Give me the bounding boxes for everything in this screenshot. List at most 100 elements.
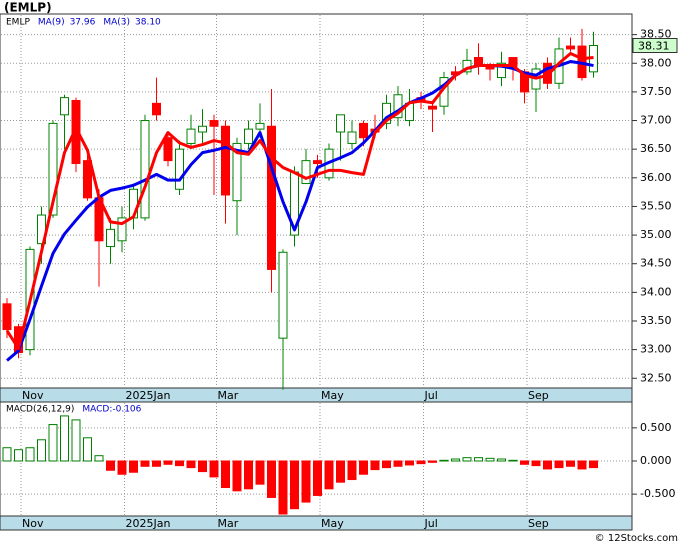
candle-body [117,217,127,242]
macd-bar [313,460,322,496]
macd-bar [543,460,552,470]
x-tick-label: Jul [424,389,438,402]
candle-body [232,142,242,202]
macd-bar [577,460,587,470]
macd-bar [393,460,403,467]
candle-body [244,128,253,144]
macd-bar [37,439,46,462]
x-tick-label: May [321,389,344,402]
macd-bar [106,460,115,471]
candle-body [382,102,391,124]
y-tick-label: 34.50 [640,257,672,270]
legend-symbol: EMLP [6,18,30,28]
macd-bar [2,447,12,462]
macd-bar [278,460,288,515]
y-tick-label: 35.50 [640,199,672,212]
candle-body [301,160,311,185]
x-axis-strip [0,515,633,531]
candle-body [267,125,276,270]
candle-body [497,62,506,79]
macd-bar [508,459,518,462]
y-tick-label: 33.50 [640,314,672,327]
macd-bar [14,449,23,462]
y-tick-label: 37.50 [640,85,672,98]
x-tick-label: 2025Jan [126,389,171,402]
macd-bar [370,460,380,471]
macd-bar [129,460,138,473]
macd-bar [531,460,541,467]
candle-body [209,120,219,127]
macd-bar [497,458,506,462]
macd-bar [405,460,414,466]
legend-value: MACD:-0.106 [82,405,141,415]
footer: © 12Stocks.com [595,533,678,544]
macd-bar [439,459,449,462]
macd-bar [290,460,299,510]
macd-bar [301,460,311,503]
macd-bar [186,460,196,469]
macd-bar [336,460,345,483]
x-tick-label: Nov [22,389,44,402]
candle-body [198,125,207,133]
macd-bar [140,460,150,467]
macd-bar [267,460,276,498]
candle-body [60,97,69,116]
macd-bar [60,415,69,462]
y-tick-label: 33.00 [640,343,672,356]
legend-value: 38.10 [135,18,161,28]
candle-body [336,114,345,133]
candle-body [175,148,184,190]
y-tick-label: 34.00 [640,285,672,298]
macd-bar [94,455,104,462]
y-tick-label: 36.50 [640,142,672,155]
macd-bar [520,460,529,465]
x-tick-label: Mar [218,517,239,530]
legend-value: 37.96 [70,18,96,28]
candle-body [347,131,357,144]
x-tick-label: Jul [424,517,438,530]
x-tick-label: Mar [218,389,239,402]
legend-label: MACD(26,12,9) [6,405,74,415]
y-tick-label: 0.000 [640,454,672,467]
candle-body [152,102,161,116]
macd-bar [566,460,575,467]
macd-bar [232,460,242,492]
macd-bar [255,460,265,485]
x-tick-label: Sep [528,389,549,402]
candle-body [71,99,81,164]
y-tick-label: -0.500 [640,487,675,500]
macd-bar [554,460,564,469]
macd-bar [416,460,426,465]
macd-bar [83,437,92,462]
macd-bar [382,460,391,469]
candle-body [313,160,322,164]
candle-body [83,160,92,199]
y-tick-label: 35.00 [640,228,672,241]
y-tick-label: 38.00 [640,56,672,69]
x-tick-label: Nov [22,517,44,530]
x-tick-label: 2025Jan [126,517,171,530]
x-tick-label: May [321,517,344,530]
candle-body [140,120,150,219]
legend-label: MA(9) [38,18,65,28]
chart-title: (EMLP) [4,1,52,15]
x-tick-label: Sep [528,517,549,530]
macd-bar [474,457,483,462]
candle-body [255,122,265,130]
macd-bar [209,460,219,478]
last-price-box [632,38,678,54]
legend-label: MA(3) [103,18,130,28]
macd-bar [175,460,184,467]
y-tick-label: 0.500 [640,421,672,434]
candle-body [2,303,12,331]
candle-body [48,122,58,216]
macd-bar [163,460,173,465]
macd-bar [152,460,161,467]
macd-bar [347,460,357,481]
macd-bar [428,460,437,463]
y-tick-label: 32.50 [640,371,672,384]
y-tick-label: 37.00 [640,114,672,127]
y-tick-label: 36.00 [640,171,672,184]
candle-body [359,122,368,139]
